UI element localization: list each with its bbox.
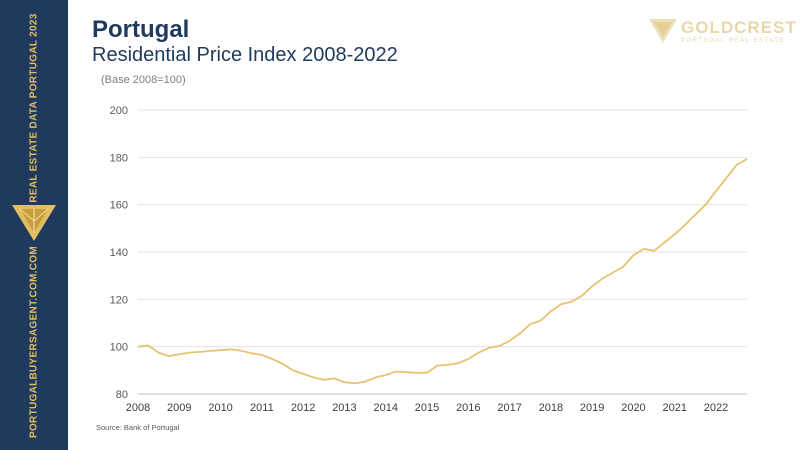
y-tick-label: 180 <box>110 152 128 164</box>
x-tick-label: 2020 <box>621 402 645 414</box>
x-tick-label: 2008 <box>126 402 150 414</box>
brand-logo: GOLDCREST PORTUGAL REAL ESTATE <box>649 16 799 56</box>
y-tick-label: 80 <box>116 389 128 401</box>
x-tick-label: 2014 <box>373 402 397 414</box>
base-note: (Base 2008=100) <box>101 74 186 86</box>
x-tick-label: 2013 <box>332 402 356 414</box>
y-tick-label: 100 <box>110 342 128 354</box>
brand-emblem-icon <box>649 19 677 43</box>
x-tick-label: 2022 <box>704 402 728 414</box>
page-subtitle: Residential Price Index 2008-2022 <box>92 44 398 66</box>
x-tick-label: 2018 <box>539 402 563 414</box>
x-tick-label: 2009 <box>167 402 191 414</box>
source-note: Source: Bank of Portugal <box>96 423 180 432</box>
page-title: Portugal <box>92 16 190 43</box>
brand-tagline: PORTUGAL REAL ESTATE <box>681 38 785 44</box>
x-tick-label: 2015 <box>415 402 439 414</box>
sidebar-logo-icon <box>12 205 56 241</box>
y-tick-label: 200 <box>110 105 128 117</box>
y-tick-label: 160 <box>110 200 128 212</box>
brand-name: GOLDCREST <box>681 18 797 37</box>
grid-lines <box>138 109 747 395</box>
x-axis-ticks: 2008 2009 2010 2011 2012 2013 2014 2015 2016 2017… <box>126 402 729 414</box>
x-tick-label: 2012 <box>291 402 315 414</box>
x-tick-label: 2016 <box>456 402 480 414</box>
sidebar: REAL ESTATE DATA PORTUGAL 2023 PORTUGALB… <box>0 0 68 450</box>
x-tick-label: 2019 <box>580 402 604 414</box>
x-tick-label: 2010 <box>208 402 232 414</box>
x-tick-label: 2021 <box>663 402 687 414</box>
x-tick-label: 2011 <box>250 402 274 414</box>
series-line <box>137 158 748 385</box>
y-axis-ticks: 80 100 120 140 160 180 200 <box>110 105 128 401</box>
x-tick-label: 2017 <box>497 402 521 414</box>
y-tick-label: 120 <box>110 294 128 306</box>
y-tick-label: 140 <box>110 247 128 259</box>
